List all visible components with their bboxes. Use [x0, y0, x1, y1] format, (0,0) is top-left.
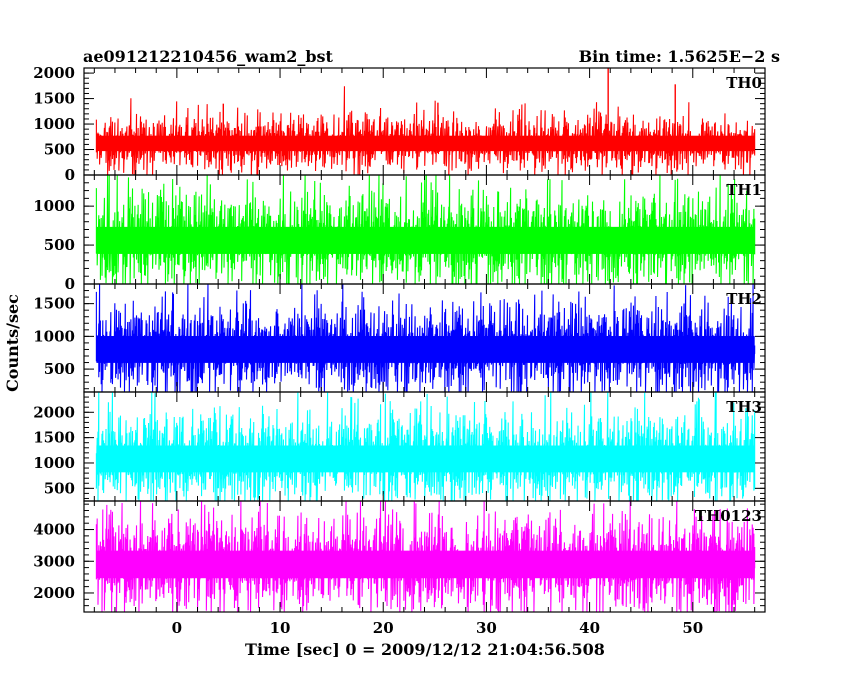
- x-tick-label: 20: [373, 619, 394, 637]
- y-tick-label: 500: [44, 141, 75, 159]
- y-tick-label: 500: [44, 360, 75, 378]
- y-tick-label: 500: [44, 236, 75, 254]
- panels-group: 0500100015002000TH005001000TH15001000150…: [33, 64, 766, 637]
- x-tick-label: 40: [579, 619, 600, 637]
- series-core-band-th0123: [96, 550, 755, 579]
- y-tick-label: 3000: [33, 552, 75, 570]
- x-tick-label: 30: [476, 619, 497, 637]
- y-tick-label: 0: [65, 275, 75, 293]
- y-tick-label: 2000: [33, 403, 75, 421]
- panel-th0123: 2000 3000 4000 TH0123: [33, 500, 766, 613]
- y-tick-label: 1000: [33, 115, 75, 133]
- y-tick-label: 1500: [33, 429, 75, 447]
- y-tick-label: 2000: [33, 64, 75, 82]
- x-axis-label: Time [sec] 0 = 2009/12/12 21:04:56.508: [245, 640, 605, 659]
- y-tick-label: 0: [65, 166, 75, 184]
- panel-label-th3: TH3: [726, 398, 762, 416]
- panel-label-th0: TH0: [726, 74, 762, 92]
- series-core-band-th0: [96, 135, 755, 152]
- y-tick-label: 1000: [33, 327, 75, 345]
- chart-title-left: ae091212210456_wam2_bst: [83, 47, 334, 66]
- panel-th2: 500 1000 1500 TH2: [33, 283, 766, 393]
- y-tick-label: 2000: [33, 584, 75, 602]
- series-core-band-th2: [96, 336, 755, 363]
- y-axis-label: Counts/sec: [3, 294, 22, 392]
- y-tick-label: 1500: [33, 295, 75, 313]
- panel-th3: 500 1000 1500 2000 TH3: [33, 391, 766, 502]
- panel-label-th1: TH1: [726, 181, 762, 199]
- series-line-th0: [95, 86, 756, 175]
- y-tick-label: 1000: [33, 197, 75, 215]
- panel-th0: 0 500 1000 1500 2000 TH0: [33, 64, 766, 184]
- y-tick-label: 1500: [33, 90, 75, 108]
- x-tick-label: 50: [682, 619, 703, 637]
- panel-label-th0123: TH0123: [695, 507, 762, 525]
- x-tick-label: 10: [270, 619, 291, 637]
- panel-th1: 0 500 1000 TH1: [33, 174, 766, 293]
- y-tick-label: 500: [44, 479, 75, 497]
- y-tick-label: 1000: [33, 454, 75, 472]
- x-tick-label: 0: [172, 619, 182, 637]
- series-core-band-th1: [96, 226, 755, 254]
- panel-label-th2: TH2: [726, 290, 762, 308]
- y-tick-label: 4000: [33, 521, 75, 539]
- series-core-band-th3: [96, 445, 755, 473]
- chart-title-right: Bin time: 1.5625E−2 s: [579, 47, 780, 66]
